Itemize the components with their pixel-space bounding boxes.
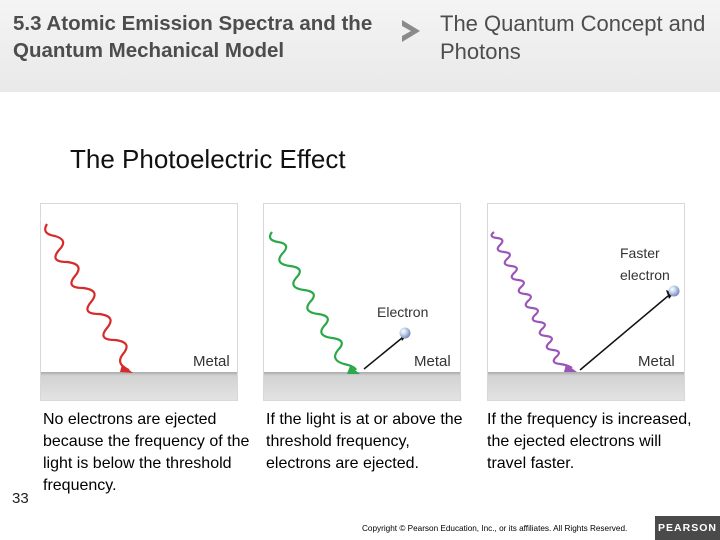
violet-light-wave (490, 231, 573, 369)
metal-label: Metal (414, 353, 451, 370)
metal-surface (488, 372, 684, 400)
publisher-name: PEARSON (658, 522, 717, 534)
light-arrowhead (120, 364, 133, 373)
diagram-high-frequency: Faster electron Metal (487, 203, 685, 401)
metal-label: Metal (638, 353, 675, 370)
electron-label-line: electron (620, 267, 670, 283)
section-title: 5.3 Atomic Emission Spectra and the Quan… (13, 12, 373, 62)
electron-path (363, 337, 403, 370)
subsection-title: The Quantum Concept and Photons (440, 11, 706, 64)
diagram-threshold-frequency: Electron Metal (263, 203, 461, 401)
title-bar (0, 0, 720, 92)
electron-label: Electron (377, 304, 428, 320)
electron-label: Faster electron (620, 245, 670, 283)
electron (399, 327, 411, 339)
electron-path (579, 295, 669, 371)
chevron-right-icon (402, 20, 420, 42)
electron-label-line: Faster (620, 245, 660, 261)
metal-label: Metal (193, 353, 230, 370)
caption-low-frequency: No electrons are ejected because the fre… (43, 411, 250, 494)
slide-heading: The Photoelectric Effect (70, 144, 346, 174)
metal-surface (41, 372, 237, 400)
electron (668, 285, 680, 297)
caption-threshold-frequency: If the light is at or above the threshol… (266, 411, 463, 472)
light-arrowhead (564, 364, 577, 372)
metal-surface (264, 372, 460, 400)
red-light-wave (44, 223, 130, 372)
copyright-notice: Copyright © Pearson Education, Inc., or … (362, 524, 628, 533)
publisher-logo: PEARSON (655, 516, 720, 540)
light-arrowhead (347, 366, 360, 374)
diagram-low-frequency: Metal (40, 203, 238, 401)
green-light-wave (268, 231, 357, 371)
caption-high-frequency: If the frequency is increased, the eject… (487, 411, 692, 472)
slide-number: 33 (12, 490, 29, 507)
